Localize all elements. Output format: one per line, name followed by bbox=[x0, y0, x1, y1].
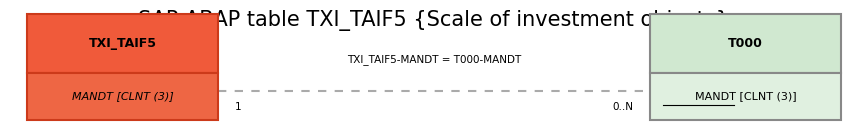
Bar bbox=[28, 73, 218, 120]
Bar bbox=[650, 73, 840, 120]
Text: TXI_TAIF5-MANDT = T000-MANDT: TXI_TAIF5-MANDT = T000-MANDT bbox=[347, 54, 521, 65]
Text: MANDT [CLNT (3)]: MANDT [CLNT (3)] bbox=[72, 91, 174, 101]
Text: 1: 1 bbox=[235, 102, 241, 112]
Text: SAP ABAP table TXI_TAIF5 {Scale of investment objects}: SAP ABAP table TXI_TAIF5 {Scale of inves… bbox=[139, 10, 729, 31]
Text: MANDT [CLNT (3)]: MANDT [CLNT (3)] bbox=[694, 91, 796, 101]
Text: T000: T000 bbox=[728, 37, 763, 50]
Bar bbox=[28, 14, 218, 73]
Text: 0..N: 0..N bbox=[612, 102, 633, 112]
Text: TXI_TAIF5: TXI_TAIF5 bbox=[89, 37, 156, 50]
Bar bbox=[650, 14, 840, 73]
